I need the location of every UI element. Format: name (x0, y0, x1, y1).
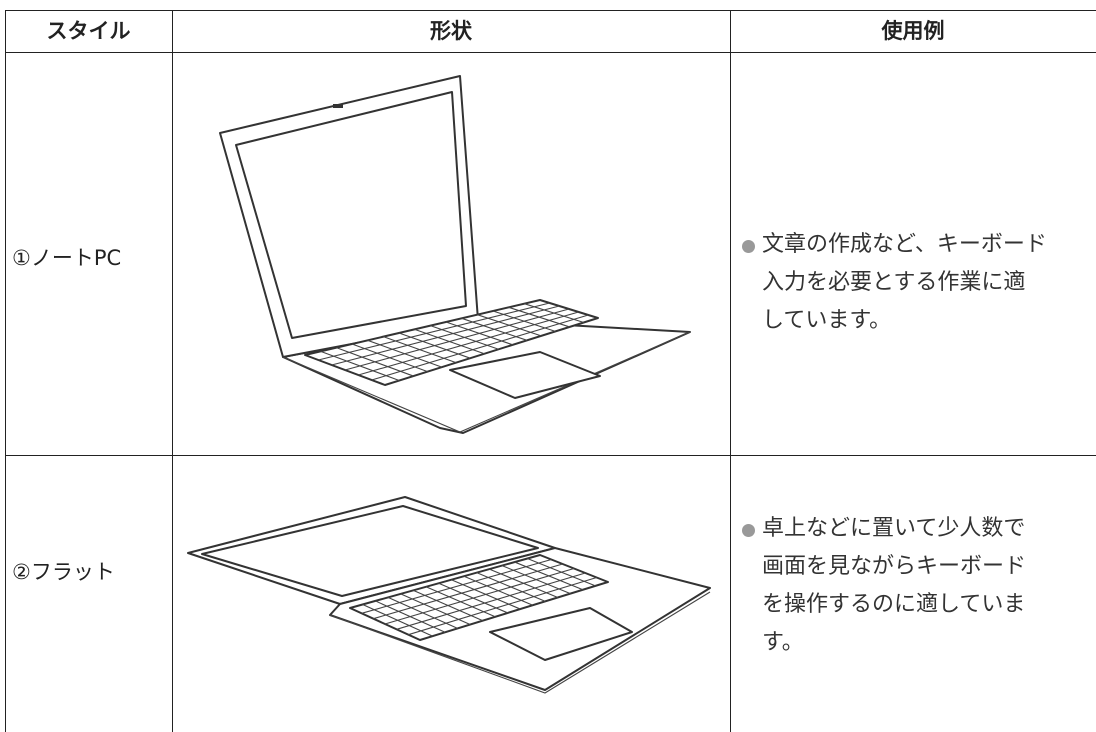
key-line (445, 321, 513, 346)
laptop-screen (235, 91, 467, 339)
usage-line: す。 (762, 630, 804, 655)
laptop-edge (329, 591, 711, 694)
key-line (451, 579, 521, 610)
key-line (524, 303, 584, 323)
key-line (414, 328, 485, 355)
bullet (742, 524, 755, 537)
keyboard (349, 554, 609, 641)
usage-line: 文章の作成など、キーボード (762, 232, 1047, 257)
key-line (489, 568, 559, 598)
laptop-screen (201, 505, 539, 597)
keyboard (304, 299, 599, 386)
usage-line: 画面を見ながらキーボード (762, 554, 1027, 579)
border (5, 10, 1096, 11)
usage-line: 入力を必要とする作業に適 (762, 270, 1026, 295)
usage-line: 卓上などに置いて少人数で (762, 516, 1026, 541)
key-line (384, 567, 575, 625)
style-cell: ①ノートPC (12, 246, 122, 270)
key-line (383, 336, 457, 364)
key-line (362, 603, 433, 637)
key-line (361, 558, 552, 614)
usage-line: を操作するのに適していま (762, 592, 1026, 617)
key-line (463, 575, 534, 606)
key-line (396, 572, 586, 630)
key-line (344, 308, 570, 371)
key-line (318, 302, 550, 361)
header-cell: 使用例 (881, 19, 945, 43)
usage-line: しています。 (762, 308, 892, 333)
laptop-open (219, 75, 691, 434)
touchpad (449, 351, 601, 399)
style-cell: ②フラット (12, 560, 115, 584)
header-cell: スタイル (46, 19, 131, 43)
key-line (336, 347, 414, 377)
key-line (492, 310, 556, 332)
key-line (367, 339, 442, 368)
border (730, 10, 731, 732)
key-line (425, 586, 496, 618)
key-line (358, 311, 579, 376)
key-line (508, 306, 570, 328)
key-line (461, 317, 528, 341)
header-cell: 形状 (430, 19, 472, 43)
key-line (477, 314, 542, 337)
border (172, 10, 173, 732)
key-line (501, 565, 571, 595)
key-line (375, 600, 446, 633)
laptop-edge (282, 331, 691, 433)
key-line (398, 332, 471, 359)
key-line (371, 314, 589, 381)
border (5, 455, 1096, 456)
key-line (331, 305, 560, 366)
key-line (514, 561, 584, 591)
border (5, 10, 6, 732)
key-line (438, 582, 508, 614)
bullet (742, 240, 755, 253)
camera (333, 104, 343, 108)
key-line (408, 576, 597, 636)
key-line (527, 558, 596, 587)
laptop-flat (187, 496, 711, 694)
key-line (476, 572, 546, 602)
key-line (320, 350, 400, 382)
key-line (400, 593, 471, 626)
laptop-base (329, 547, 711, 691)
key-line (413, 589, 483, 622)
key-line (373, 563, 563, 620)
key-line (387, 596, 458, 629)
key-line (430, 325, 499, 350)
key-line (351, 343, 428, 373)
border (5, 52, 1096, 53)
touchpad (489, 607, 633, 661)
